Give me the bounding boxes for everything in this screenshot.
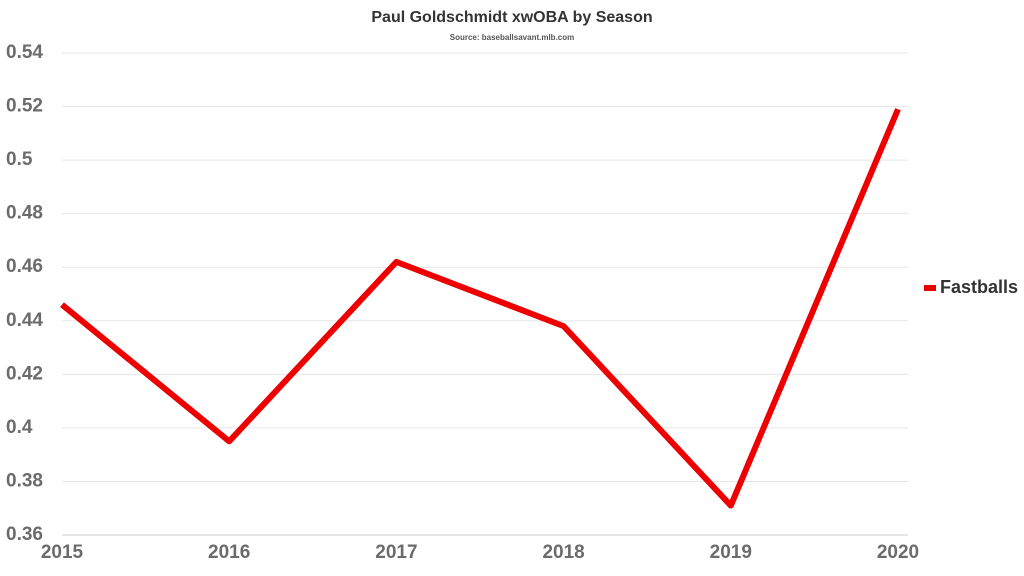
legend-label: Fastballs xyxy=(940,277,1018,297)
x-tick-label: 2016 xyxy=(208,542,250,563)
y-tick-label: 0.54 xyxy=(6,42,43,63)
x-tick-label: 2020 xyxy=(877,542,919,563)
y-tick-label: 0.46 xyxy=(6,256,43,277)
x-tick-label: 2018 xyxy=(542,542,584,563)
chart-title: Paul Goldschmidt xwOBA by Season xyxy=(371,9,652,26)
y-tick-label: 0.4 xyxy=(6,417,33,438)
y-tick-label: 0.44 xyxy=(6,310,43,331)
y-tick-label: 0.38 xyxy=(6,470,43,491)
chart-subtitle: Source: baseballsavant.mlb.com xyxy=(450,33,575,42)
y-tick-label: 0.48 xyxy=(6,203,43,224)
y-tick-label: 0.5 xyxy=(6,149,33,170)
x-tick-label: 2017 xyxy=(375,542,417,563)
y-tick-label: 0.42 xyxy=(6,363,43,384)
y-tick-label: 0.52 xyxy=(6,96,43,117)
data-line xyxy=(60,108,901,509)
y-tick-label: 0.36 xyxy=(6,524,43,545)
x-tick-label: 2019 xyxy=(710,542,752,563)
x-tick-label: 2015 xyxy=(41,542,84,563)
